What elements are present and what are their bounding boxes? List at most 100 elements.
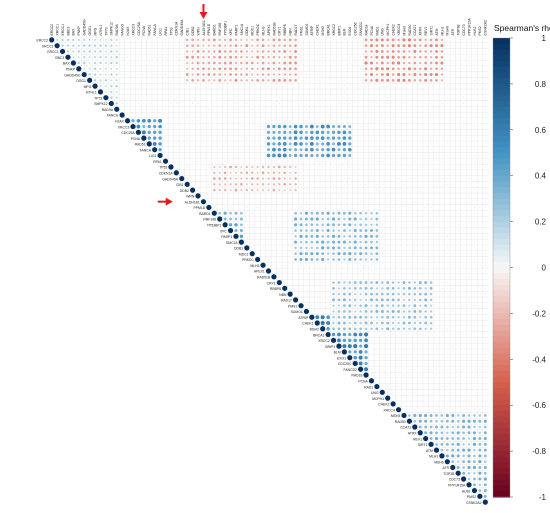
correlation-circle <box>213 131 215 133</box>
correlation-circle <box>403 189 405 191</box>
correlation-circle <box>457 155 459 156</box>
correlation-circle <box>273 264 275 266</box>
correlation-circle <box>337 234 341 238</box>
correlation-circle <box>403 155 405 156</box>
correlation-circle <box>398 201 399 203</box>
correlation-circle <box>402 50 406 53</box>
correlation-circle <box>235 155 237 156</box>
correlation-circle <box>300 120 302 122</box>
correlation-circle <box>159 50 161 53</box>
correlation-circle <box>56 38 59 41</box>
correlation-circle <box>473 125 476 128</box>
correlation-circle <box>398 131 399 133</box>
correlation-circle <box>473 85 476 87</box>
correlation-circle <box>202 73 205 76</box>
correlation-circle <box>245 183 248 186</box>
correlation-circle <box>375 78 379 82</box>
correlation-circle <box>289 247 291 249</box>
correlation-circle <box>370 258 373 261</box>
correlation-circle <box>256 189 259 192</box>
correlation-circle <box>219 207 221 208</box>
correlation-circle <box>251 97 253 99</box>
correlation-circle <box>409 264 410 266</box>
correlation-circle <box>240 61 243 65</box>
correlation-circle <box>186 166 188 168</box>
correlation-circle <box>88 62 91 64</box>
correlation-circle <box>343 160 345 162</box>
correlation-circle <box>322 79 324 81</box>
correlation-circle <box>240 85 242 87</box>
correlation-circle <box>326 246 330 250</box>
correlation-circle <box>115 73 118 76</box>
correlation-circle <box>392 218 394 220</box>
correlation-circle <box>441 201 443 203</box>
correlation-circle <box>440 38 444 42</box>
correlation-circle <box>484 183 486 185</box>
correlation-circle <box>230 137 232 139</box>
correlation-circle <box>127 74 129 76</box>
correlation-circle <box>468 172 470 174</box>
correlation-circle <box>240 165 243 169</box>
correlation-circle <box>262 201 264 203</box>
correlation-circle <box>337 217 341 221</box>
correlation-circle <box>315 211 319 215</box>
correlation-circle <box>360 172 362 174</box>
correlation-circle <box>425 247 427 249</box>
correlation-circle <box>332 166 335 168</box>
correlation-circle <box>143 56 145 58</box>
correlation-circle <box>219 91 221 93</box>
correlation-circle <box>268 207 269 208</box>
correlation-circle <box>425 270 427 272</box>
correlation-circle <box>235 137 237 139</box>
correlation-circle <box>234 229 238 233</box>
correlation-circle <box>375 49 379 53</box>
correlation-circle <box>376 143 378 145</box>
correlation-circle <box>262 114 264 116</box>
correlation-circle <box>192 143 194 145</box>
correlation-circle <box>398 235 399 237</box>
correlation-circle <box>197 149 199 151</box>
correlation-circle <box>348 252 352 256</box>
correlation-circle <box>371 160 372 162</box>
correlation-circle <box>447 91 448 93</box>
correlation-circle <box>452 91 454 93</box>
correlation-circle <box>322 166 324 168</box>
correlation-circle <box>315 125 319 129</box>
correlation-circle <box>224 183 227 186</box>
correlation-circle <box>380 55 384 59</box>
correlation-circle <box>332 223 336 227</box>
correlation-circle <box>332 39 335 41</box>
correlation-circle <box>436 126 437 127</box>
correlation-circle <box>463 218 465 220</box>
correlation-circle <box>284 97 286 99</box>
correlation-circle <box>267 50 270 53</box>
correlation-circle <box>452 166 454 168</box>
correlation-circle <box>289 91 291 93</box>
correlation-circle <box>435 97 438 99</box>
correlation-circle <box>207 44 211 47</box>
correlation-circle <box>245 44 249 48</box>
correlation-circle <box>398 114 400 116</box>
correlation-circle <box>192 91 194 93</box>
correlation-circle <box>349 183 351 185</box>
correlation-circle <box>381 85 383 87</box>
correlation-circle <box>430 201 432 203</box>
correlation-circle <box>135 129 142 135</box>
correlation-circle <box>154 62 156 64</box>
correlation-circle <box>197 97 199 99</box>
correlation-circle <box>452 102 454 104</box>
correlation-circle <box>381 270 383 272</box>
correlation-circle <box>196 61 200 65</box>
correlation-circle <box>83 56 86 59</box>
correlation-circle <box>342 130 347 135</box>
correlation-circle <box>175 149 177 151</box>
correlation-circle <box>376 149 378 151</box>
correlation-circle <box>457 51 459 52</box>
correlation-circle <box>484 201 486 203</box>
correlation-circle <box>452 155 454 156</box>
correlation-circle <box>87 77 93 83</box>
correlation-circle <box>440 50 444 53</box>
correlation-circle <box>283 130 287 134</box>
correlation-circle <box>343 166 345 168</box>
correlation-circle <box>138 79 139 81</box>
